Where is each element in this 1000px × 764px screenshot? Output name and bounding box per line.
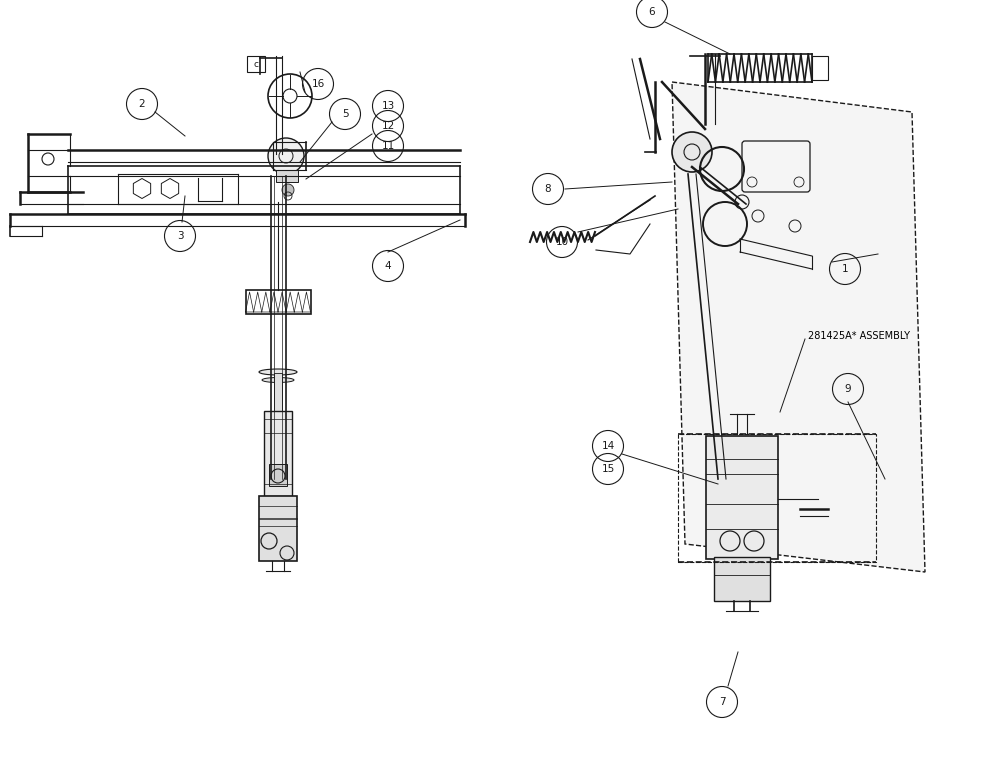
Text: 6: 6 — [649, 7, 655, 17]
Text: 12: 12 — [381, 121, 395, 131]
Bar — [269, 464, 287, 486]
Text: 5: 5 — [342, 109, 348, 119]
Bar — [678, 434, 876, 562]
Text: 281425A* ASSEMBLY: 281425A* ASSEMBLY — [808, 331, 910, 341]
Text: 3: 3 — [177, 231, 183, 241]
Text: 1: 1 — [842, 264, 848, 274]
Bar — [276, 170, 298, 182]
Text: 7: 7 — [719, 697, 725, 707]
Bar — [714, 557, 770, 601]
Bar — [247, 56, 265, 72]
Bar — [246, 290, 310, 314]
Ellipse shape — [262, 377, 294, 383]
Text: 11: 11 — [381, 141, 395, 151]
Bar — [274, 373, 282, 411]
Text: 9: 9 — [845, 384, 851, 394]
Text: 15: 15 — [601, 464, 615, 474]
Circle shape — [268, 138, 304, 174]
Bar — [706, 436, 778, 559]
Bar — [264, 411, 292, 496]
Text: 16: 16 — [311, 79, 325, 89]
Text: 8: 8 — [545, 184, 551, 194]
Text: 4: 4 — [385, 261, 391, 271]
Text: 13: 13 — [381, 101, 395, 111]
Circle shape — [672, 132, 712, 172]
Text: 14: 14 — [601, 441, 615, 451]
Text: 10: 10 — [555, 237, 569, 247]
Bar — [259, 496, 297, 561]
Circle shape — [282, 184, 294, 196]
Ellipse shape — [259, 369, 297, 375]
Text: 2: 2 — [139, 99, 145, 109]
Polygon shape — [672, 82, 925, 572]
Text: c: c — [254, 60, 259, 69]
Bar — [812, 56, 828, 80]
